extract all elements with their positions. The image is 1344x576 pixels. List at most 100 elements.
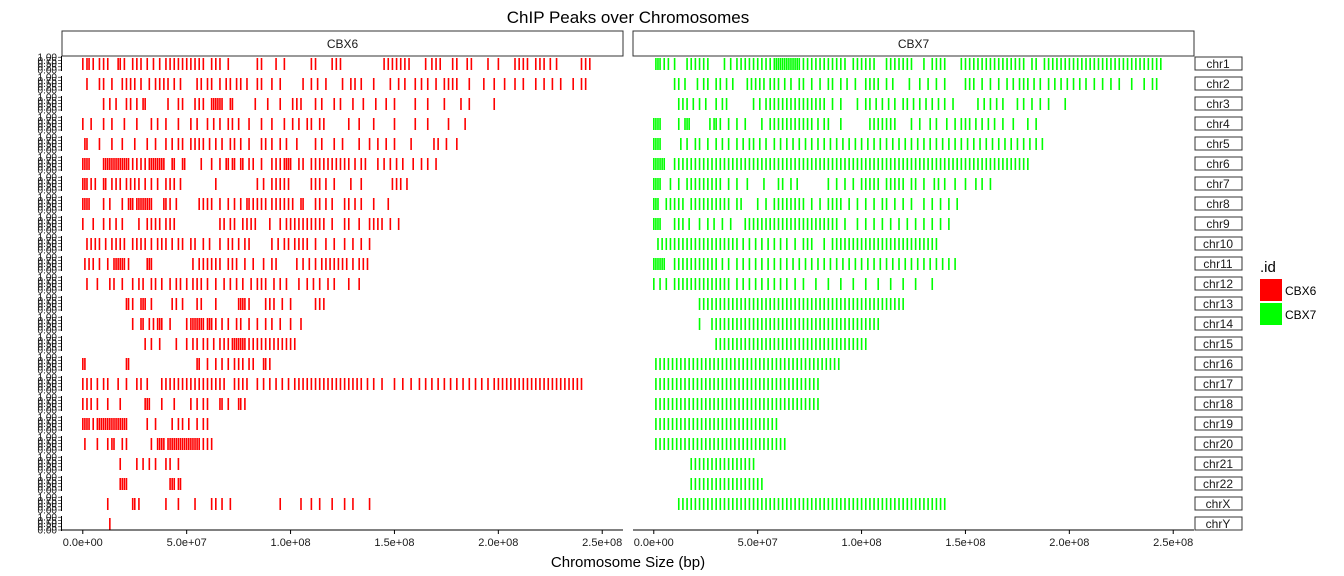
peak-mark [404,78,406,90]
peak-mark [744,498,747,510]
peak-mark [709,438,711,450]
peak-mark [661,258,663,270]
peak-mark [146,58,149,70]
peak-mark [869,178,871,190]
peak-mark [354,158,356,170]
peak-mark [682,498,684,510]
peak-mark [483,78,485,90]
peak-mark [727,258,730,270]
chrom-strip-label: chr18 [1203,397,1233,411]
y-tick-label: 0.50 [38,299,58,310]
peak-mark [752,98,755,110]
peak-mark [937,178,940,190]
peak-mark [264,198,267,210]
peak-mark [659,118,661,130]
peak-mark [810,118,813,130]
peak-mark [827,58,830,70]
peak-mark [410,378,412,390]
y-tick-label: 0.25 [38,142,58,153]
peak-mark [219,98,221,110]
peak-mark [748,218,751,230]
peak-mark [239,158,242,170]
peak-mark [1047,58,1050,70]
peak-mark [864,198,867,210]
peak-mark [675,418,678,430]
peak-mark [196,398,198,410]
peak-mark [711,198,713,210]
peak-mark [773,98,776,110]
y-tick-label: 0.25 [38,522,58,533]
peak-mark [742,258,744,270]
peak-mark [993,58,996,70]
peak-mark [86,238,88,250]
peak-mark [856,238,859,250]
peak-mark [86,58,88,70]
peak-mark [835,58,838,70]
peak-mark [470,58,473,70]
peak-mark [260,78,263,90]
peak-mark [256,58,259,70]
peak-mark [779,358,782,370]
peak-mark [873,498,875,510]
peak-mark [127,358,130,370]
peak-mark [181,298,184,310]
peak-mark [794,298,796,310]
peak-mark [534,58,537,70]
peak-mark [229,498,232,510]
peak-mark [954,138,956,150]
y-tick-label: 0.75 [38,376,58,387]
peak-mark [1151,58,1154,70]
peak-mark [177,118,180,130]
peak-mark [90,118,92,130]
peak-mark [902,178,904,190]
peak-mark [148,458,151,470]
peak-mark [769,498,771,510]
peak-mark [96,278,99,290]
peak-mark [119,398,122,410]
y-ticks-chr22: 0.000.250.500.751.00 [38,473,62,497]
peak-mark [343,378,346,390]
peak-mark [943,158,946,170]
y-tick-label: 0.75 [38,436,58,447]
peak-mark [181,378,184,390]
peak-mark [657,258,659,270]
peak-mark [763,78,765,90]
peak-mark [235,278,238,290]
peak-mark [709,118,711,130]
peak-mark [923,498,925,510]
y-tick-label: 0.00 [38,346,58,357]
peak-mark [960,118,963,130]
peak-mark [767,418,769,430]
peak-mark [424,58,427,70]
peak-mark [1060,58,1062,70]
peak-mark [663,378,666,390]
y-tick-label: 1.00 [38,433,58,444]
peak-mark [727,498,730,510]
peak-mark [698,238,701,250]
peak-mark [82,178,84,190]
peak-mark [260,58,263,70]
peak-mark [109,98,111,110]
y-tick-label: 0.00 [38,486,58,497]
peak-mark [190,58,192,70]
peak-mark [711,458,713,470]
peak-mark [952,98,954,110]
peak-mark [729,58,732,70]
peak-mark [96,398,99,410]
peak-mark [671,438,674,450]
peak-mark [673,78,676,90]
peak-mark [790,98,792,110]
peak-mark [202,138,205,150]
y-tick-label: 0.50 [38,419,58,430]
peak-mark [92,218,95,230]
peak-mark [464,118,466,130]
peak-mark [786,58,788,70]
peak-mark [765,298,767,310]
peak-mark [823,58,826,70]
peak-mark [279,278,282,290]
peak-mark [715,458,717,470]
peak-mark [707,278,709,290]
peak-mark [765,498,767,510]
y-tick-label: 0.75 [38,196,58,207]
peak-mark [783,78,786,90]
